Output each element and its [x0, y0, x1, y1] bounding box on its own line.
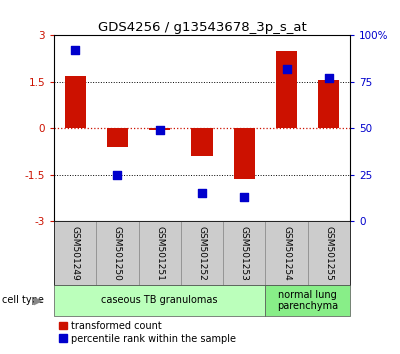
Text: GSM501250: GSM501250 [113, 226, 122, 281]
Point [114, 172, 121, 177]
Point [156, 127, 163, 133]
Bar [308, 221, 350, 285]
Bar [318, 80, 340, 128]
Bar [234, 128, 255, 179]
Bar [276, 51, 297, 128]
Bar [266, 285, 350, 316]
Text: GSM501253: GSM501253 [240, 226, 249, 281]
Title: GDS4256 / g13543678_3p_s_at: GDS4256 / g13543678_3p_s_at [98, 21, 306, 34]
Point [199, 190, 205, 196]
Text: GSM501249: GSM501249 [71, 226, 80, 281]
Text: cell type: cell type [2, 295, 44, 306]
Point [283, 66, 290, 72]
Bar [54, 221, 96, 285]
Text: GSM501252: GSM501252 [198, 226, 206, 281]
Bar [138, 221, 181, 285]
Text: GSM501251: GSM501251 [155, 226, 164, 281]
Bar [181, 221, 223, 285]
Legend: transformed count, percentile rank within the sample: transformed count, percentile rank withi… [59, 321, 236, 344]
Bar [107, 128, 128, 147]
Bar [54, 285, 266, 316]
Text: GSM501255: GSM501255 [324, 226, 333, 281]
Text: ▶: ▶ [34, 295, 42, 306]
Bar [64, 76, 86, 128]
Bar [96, 221, 138, 285]
Text: normal lung
parenchyma: normal lung parenchyma [277, 290, 338, 311]
Text: GSM501254: GSM501254 [282, 226, 291, 281]
Text: caseous TB granulomas: caseous TB granulomas [102, 295, 218, 306]
Bar [266, 221, 308, 285]
Point [72, 47, 78, 53]
Point [326, 75, 332, 81]
Bar [223, 221, 266, 285]
Point [241, 194, 248, 200]
Bar [149, 128, 170, 130]
Bar [192, 128, 212, 156]
